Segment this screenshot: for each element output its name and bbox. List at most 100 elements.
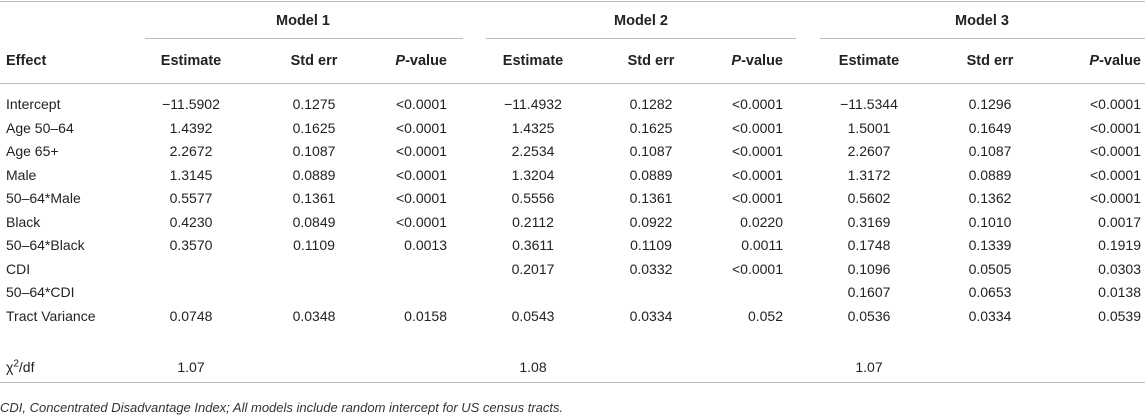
m2-pvalue-cell: <0.0001 — [732, 190, 783, 206]
top-rule — [0, 1, 1145, 2]
m2-stderr-cell: 0.1087 — [629, 143, 673, 159]
model3-underline — [820, 38, 1145, 39]
m2-estimate-cell: 1.3204 — [511, 166, 555, 183]
m2-estimate-cell: 0.5556 — [511, 190, 555, 206]
m2-stderr-cell: 0.1625 — [629, 119, 673, 136]
m2-estimate-cell: 0.3611 — [512, 237, 554, 253]
effect-label: Age 50–64 — [6, 119, 74, 136]
m1-stderr-cell: 0.0849 — [292, 213, 336, 230]
effect-label: Intercept — [6, 96, 61, 112]
m3-estimate-cell: 0.1096 — [847, 260, 891, 277]
effect-label: 50–64*CDI — [6, 284, 75, 300]
table-footnote: CDI, Concentrated Disadvantage Index; Al… — [0, 400, 564, 415]
m2-estimate-cell: 2.2534 — [511, 143, 555, 159]
effect-label: Age 65+ — [6, 143, 59, 159]
m3-pvalue-cell: <0.0001 — [1090, 143, 1141, 159]
m3-estimate-cell: 2.2607 — [847, 143, 891, 159]
model-header-3: Model 3 — [955, 13, 1009, 29]
m1-estimate-cell: 0.4230 — [169, 213, 213, 230]
m3-estimate-cell: 0.5602 — [847, 190, 891, 206]
m2-estimate-cell: −11.4932 — [504, 96, 562, 112]
m2-stderr-cell: 0.0334 — [629, 307, 673, 324]
m1-pvalue-cell: 0.0013 — [404, 237, 447, 253]
m1-stderr-header: Std err — [290, 53, 338, 69]
m1-estimate-cell: −11.5902 — [162, 96, 220, 112]
m2-pvalue-cell: 0.052 — [747, 307, 783, 324]
m3-stderr-cell: 0.0334 — [968, 307, 1012, 324]
effect-label: 50–64*Black — [6, 237, 85, 253]
m1-pvalue-cell: <0.0001 — [396, 119, 447, 136]
m2-pvalue-header: P-value — [731, 53, 783, 69]
m3-estimate-cell: 1.5001 — [847, 119, 891, 136]
m2-stderr-cell: 0.1109 — [630, 237, 672, 253]
m3-stderr-cell: 0.0505 — [968, 260, 1012, 277]
m1-estimate-cell: 1.4392 — [169, 119, 213, 136]
m3-pvalue-cell: <0.0001 — [1090, 119, 1141, 136]
m3-pvalue-cell: 0.0303 — [1098, 260, 1141, 277]
m2-estimate-cell: 0.2112 — [512, 213, 554, 230]
effect-label: Black — [6, 213, 41, 230]
m2-estimate-header: Estimate — [502, 53, 564, 69]
m2-pvalue-cell: <0.0001 — [732, 119, 783, 136]
m3-estimate-cell: 0.1748 — [847, 237, 891, 253]
m3-pvalue-cell: <0.0001 — [1090, 96, 1141, 112]
m1-pvalue-cell: 0.0158 — [404, 307, 447, 324]
m3-stderr-cell: 0.1087 — [968, 143, 1012, 159]
m2-stderr-cell: 0.0332 — [629, 260, 673, 277]
chi-value-m1: 1.07 — [177, 359, 205, 375]
m3-estimate-cell: 0.1607 — [847, 284, 891, 300]
m3-estimate-cell: 1.3172 — [847, 166, 891, 183]
m3-stderr-cell: 0.1339 — [968, 237, 1012, 253]
m3-stderr-header: Std err — [966, 53, 1014, 69]
m1-stderr-cell: 0.1275 — [292, 96, 336, 112]
m3-pvalue-cell: 0.1919 — [1098, 237, 1141, 253]
m2-stderr-cell: 0.1282 — [629, 96, 673, 112]
m3-pvalue-header: P-value — [1089, 53, 1141, 69]
effect-label: 50–64*Male — [6, 190, 81, 206]
chi-value-m3: 1.07 — [855, 359, 883, 375]
m1-pvalue-cell: <0.0001 — [396, 213, 447, 230]
chi-value-m2: 1.08 — [519, 359, 547, 375]
header-rule — [0, 83, 1145, 84]
effect-header: Effect — [6, 53, 47, 69]
m3-stderr-cell: 0.1649 — [968, 119, 1012, 136]
model-header-1: Model 1 — [276, 13, 330, 29]
m3-pvalue-cell: 0.0539 — [1098, 307, 1141, 324]
m1-pvalue-cell: <0.0001 — [396, 190, 447, 206]
m1-estimate-header: Estimate — [160, 53, 222, 69]
model1-underline — [145, 38, 463, 39]
m2-estimate-cell: 1.4325 — [511, 119, 555, 136]
effect-label: CDI — [6, 260, 31, 277]
m1-estimate-cell: 1.3145 — [169, 166, 213, 183]
m1-pvalue-cell: <0.0001 — [396, 166, 447, 183]
m2-estimate-cell: 0.2017 — [511, 260, 555, 277]
model2-underline — [486, 38, 796, 39]
m2-stderr-cell: 0.1361 — [629, 190, 673, 206]
m1-estimate-cell: 0.5577 — [169, 190, 213, 206]
m3-stderr-cell: 0.0653 — [968, 284, 1012, 300]
m2-pvalue-cell: 0.0220 — [740, 213, 783, 230]
m3-stderr-cell: 0.1010 — [968, 213, 1012, 230]
m3-estimate-header: Estimate — [838, 53, 900, 69]
m1-estimate-cell: 0.3570 — [169, 237, 213, 253]
m3-estimate-cell: 0.3169 — [847, 213, 891, 230]
m1-stderr-cell: 0.1361 — [292, 190, 336, 206]
m3-stderr-cell: 0.1362 — [968, 190, 1012, 206]
m1-stderr-cell: 0.1109 — [293, 237, 335, 253]
m1-pvalue-cell: <0.0001 — [396, 96, 447, 112]
model-header-2: Model 2 — [614, 13, 668, 29]
effect-label: Tract Variance — [6, 307, 96, 324]
m1-pvalue-cell: <0.0001 — [396, 143, 447, 159]
m2-pvalue-cell: <0.0001 — [732, 166, 783, 183]
m2-pvalue-cell: <0.0001 — [732, 143, 783, 159]
m2-pvalue-cell: <0.0001 — [732, 96, 783, 112]
m1-estimate-cell: 2.2672 — [169, 143, 213, 159]
m3-estimate-cell: −11.5344 — [840, 96, 898, 112]
m2-pvalue-cell: 0.0011 — [741, 237, 783, 253]
m1-pvalue-header: P-value — [395, 53, 447, 69]
m3-estimate-cell: 0.0536 — [847, 307, 891, 324]
m3-stderr-cell: 0.1296 — [968, 96, 1012, 112]
bottom-rule — [0, 382, 1145, 383]
m1-stderr-cell: 0.1087 — [292, 143, 336, 159]
m1-stderr-cell: 0.1625 — [292, 119, 336, 136]
